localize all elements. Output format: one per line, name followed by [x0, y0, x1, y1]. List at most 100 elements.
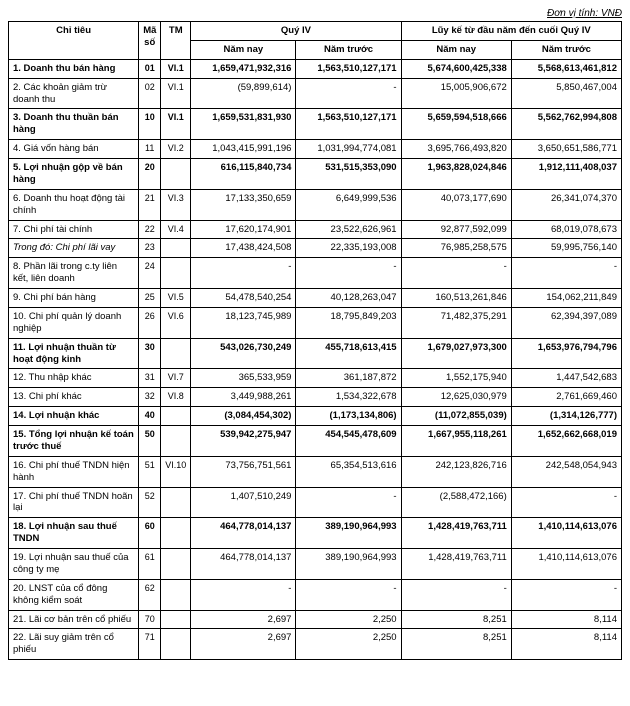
row-value: (2,588,472,166): [401, 487, 511, 518]
row-tm: VI.4: [161, 220, 191, 239]
hdr-y-namtruoc: Năm trước: [511, 40, 621, 59]
row-value: 531,515,353,090: [296, 159, 401, 190]
row-code: 71: [139, 629, 161, 660]
row-value: 361,187,872: [296, 369, 401, 388]
row-code: 70: [139, 610, 161, 629]
row-value: 8,114: [511, 610, 621, 629]
row-value: 17,133,350,659: [191, 189, 296, 220]
row-tm: VI.10: [161, 456, 191, 487]
row-value: 18,795,849,203: [296, 307, 401, 338]
row-value: 40,073,177,690: [401, 189, 511, 220]
row-value: -: [401, 258, 511, 289]
row-value: 1,043,415,991,196: [191, 140, 296, 159]
row-value: 1,031,994,774,081: [296, 140, 401, 159]
row-tm: VI.1: [161, 59, 191, 78]
row-label: 11. Lợi nhuận thuần từ hoạt động kinh: [9, 338, 139, 369]
row-label: 8. Phần lãi trong c.ty liên kết, liên do…: [9, 258, 139, 289]
row-tm: [161, 518, 191, 549]
row-tm: [161, 239, 191, 258]
row-value: 17,438,424,508: [191, 239, 296, 258]
row-tm: VI.5: [161, 289, 191, 308]
hdr-q-namtruoc: Năm trước: [296, 40, 401, 59]
row-value: 54,478,540,254: [191, 289, 296, 308]
row-label: 9. Chi phí bán hàng: [9, 289, 139, 308]
row-value: 22,335,193,008: [296, 239, 401, 258]
row-value: -: [191, 579, 296, 610]
row-value: (3,084,454,302): [191, 407, 296, 426]
row-value: 1,428,419,763,711: [401, 518, 511, 549]
table-row: 20. LNST của cổ đông không kiểm soát62--…: [9, 579, 622, 610]
row-value: 616,115,840,734: [191, 159, 296, 190]
row-tm: [161, 487, 191, 518]
row-value: 1,679,027,973,300: [401, 338, 511, 369]
row-value: (59,899,614): [191, 78, 296, 109]
row-value: 455,718,613,415: [296, 338, 401, 369]
row-label: 21. Lãi cơ bản trên cổ phiếu: [9, 610, 139, 629]
row-value: 1,563,510,127,171: [296, 59, 401, 78]
row-label: 18. Lợi nhuận sau thuế TNDN: [9, 518, 139, 549]
row-value: 389,190,964,993: [296, 518, 401, 549]
row-value: 8,251: [401, 629, 511, 660]
row-value: 365,533,959: [191, 369, 296, 388]
row-label: 7. Chi phí tài chính: [9, 220, 139, 239]
row-value: 23,522,626,961: [296, 220, 401, 239]
row-value: (1,173,134,806): [296, 407, 401, 426]
row-label: 19. Lợi nhuận sau thuế của công ty mẹ: [9, 549, 139, 580]
row-value: -: [296, 258, 401, 289]
row-value: 1,428,419,763,711: [401, 549, 511, 580]
row-tm: [161, 258, 191, 289]
row-value: 1,410,114,613,076: [511, 549, 621, 580]
row-label: 12. Thu nhập khác: [9, 369, 139, 388]
row-code: 02: [139, 78, 161, 109]
row-value: 1,410,114,613,076: [511, 518, 621, 549]
table-row: 1. Doanh thu bán hàng01VI.11,659,471,932…: [9, 59, 622, 78]
row-value: 2,697: [191, 629, 296, 660]
row-code: 11: [139, 140, 161, 159]
hdr-q-namnay: Năm nay: [191, 40, 296, 59]
row-value: 5,674,600,425,338: [401, 59, 511, 78]
row-code: 40: [139, 407, 161, 426]
row-code: 61: [139, 549, 161, 580]
table-row: 8. Phần lãi trong c.ty liên kết, liên do…: [9, 258, 622, 289]
row-label: 10. Chi phí quản lý doanh nghiệp: [9, 307, 139, 338]
row-code: 25: [139, 289, 161, 308]
table-row: 7. Chi phí tài chính22VI.417,620,174,901…: [9, 220, 622, 239]
table-row: 21. Lãi cơ bản trên cổ phiếu702,6972,250…: [9, 610, 622, 629]
row-label: 13. Chi phí khác: [9, 388, 139, 407]
row-label: 20. LNST của cổ đông không kiểm soát: [9, 579, 139, 610]
hdr-tm: TM: [161, 22, 191, 60]
row-value: 1,552,175,940: [401, 369, 511, 388]
row-tm: VI.3: [161, 189, 191, 220]
row-value: 59,995,756,140: [511, 239, 621, 258]
table-row: 2. Các khoản giảm trừ doanh thu02VI.1(59…: [9, 78, 622, 109]
row-tm: [161, 610, 191, 629]
table-row: 4. Giá vốn hàng bán11VI.21,043,415,991,1…: [9, 140, 622, 159]
row-code: 32: [139, 388, 161, 407]
row-value: 15,005,906,672: [401, 78, 511, 109]
hdr-quy: Quý IV: [191, 22, 401, 41]
row-value: 543,026,730,249: [191, 338, 296, 369]
row-value: 160,513,261,846: [401, 289, 511, 308]
table-row: Trong đó: Chi phí lãi vay2317,438,424,50…: [9, 239, 622, 258]
row-code: 20: [139, 159, 161, 190]
row-label: 16. Chi phí thuế TNDN hiện hành: [9, 456, 139, 487]
row-code: 51: [139, 456, 161, 487]
row-value: (1,314,126,777): [511, 407, 621, 426]
row-value: 3,650,651,586,771: [511, 140, 621, 159]
table-row: 19. Lợi nhuận sau thuế của công ty mẹ61 4…: [9, 549, 622, 580]
row-code: 22: [139, 220, 161, 239]
row-value: 3,695,766,493,820: [401, 140, 511, 159]
row-value: 464,778,014,137: [191, 549, 296, 580]
row-code: 10: [139, 109, 161, 140]
hdr-ma-so: Mã số: [139, 22, 161, 60]
row-value: 26,341,074,370: [511, 189, 621, 220]
row-tm: VI.1: [161, 109, 191, 140]
row-value: 73,756,751,561: [191, 456, 296, 487]
row-code: 60: [139, 518, 161, 549]
row-tm: [161, 338, 191, 369]
table-row: 9. Chi phí bán hàng25VI.554,478,540,2544…: [9, 289, 622, 308]
table-row: 12. Thu nhập khác31VI.7365,533,959361,18…: [9, 369, 622, 388]
row-tm: VI.7: [161, 369, 191, 388]
row-label: Trong đó: Chi phí lãi vay: [9, 239, 139, 258]
table-row: 11. Lợi nhuận thuần từ hoạt động kinh305…: [9, 338, 622, 369]
